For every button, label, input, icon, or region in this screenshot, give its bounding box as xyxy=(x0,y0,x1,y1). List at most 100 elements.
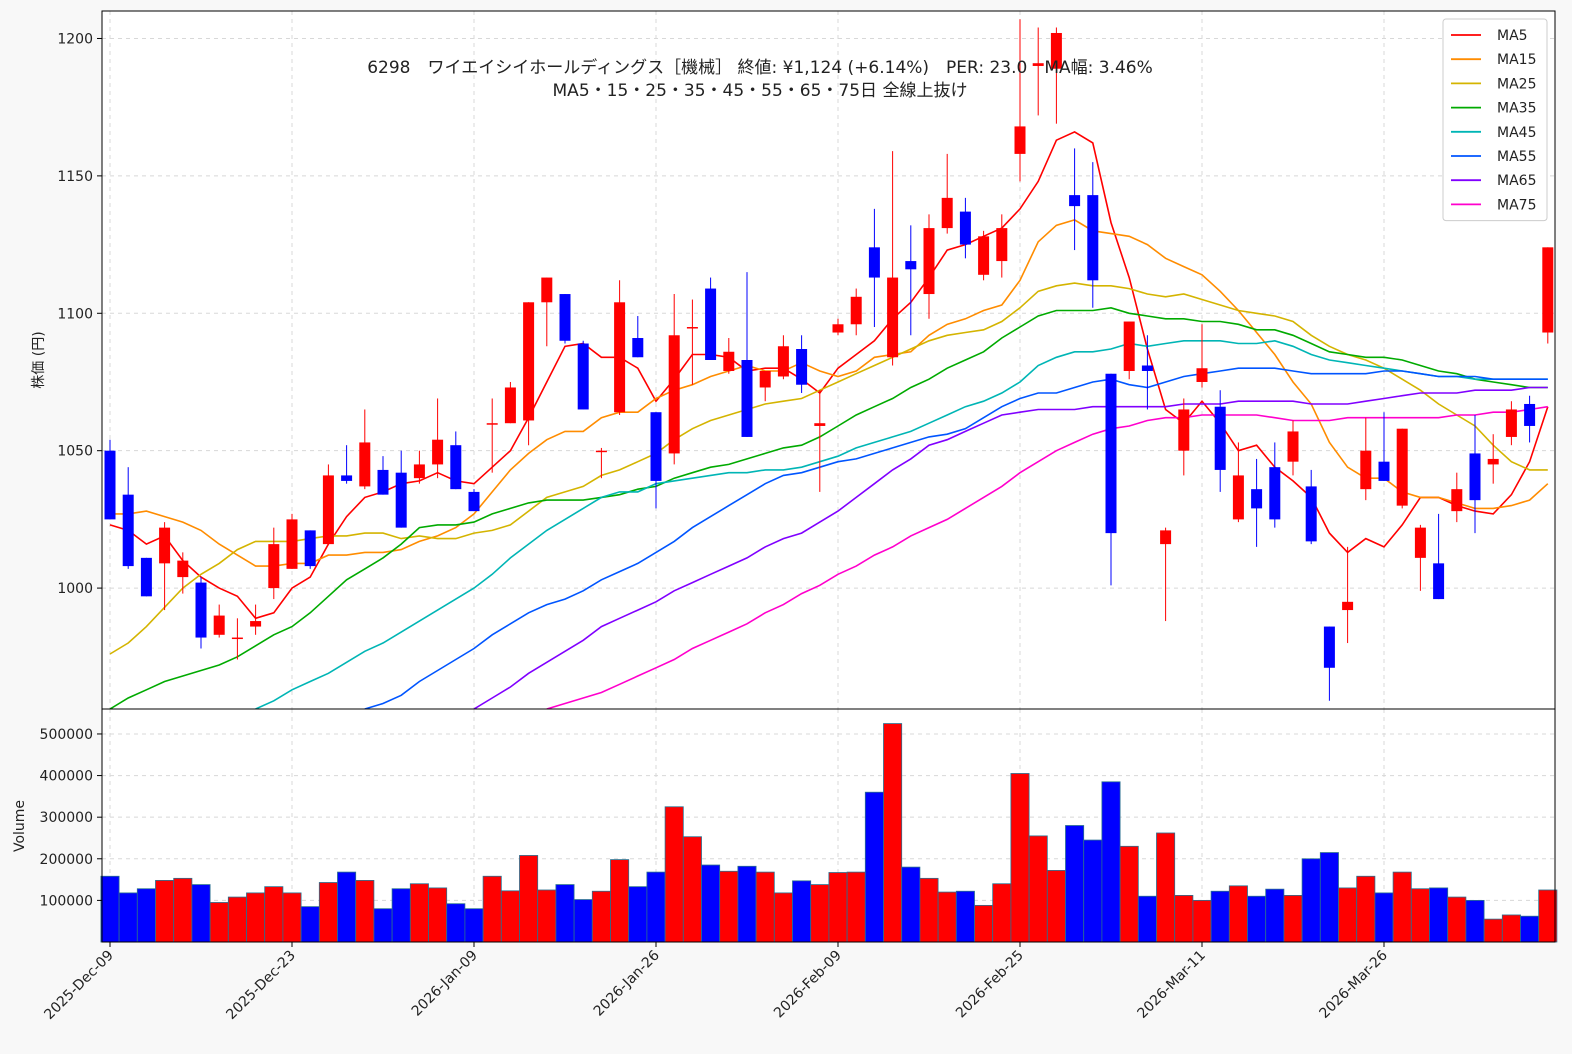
volume-bar xyxy=(828,872,848,943)
volume-bar xyxy=(773,892,793,943)
volume-bar xyxy=(919,877,939,943)
candle-body xyxy=(1433,563,1445,600)
volume-bar xyxy=(974,904,994,943)
volume-bar xyxy=(1228,885,1248,943)
volume-bar xyxy=(1520,915,1540,943)
volume-bar xyxy=(500,890,520,943)
candle-body xyxy=(177,560,189,578)
volume-bar xyxy=(1410,888,1430,943)
volume-bar xyxy=(136,888,156,943)
candle-body xyxy=(359,442,371,487)
candle-body xyxy=(504,387,516,424)
volume-bar xyxy=(173,877,193,943)
candle-body xyxy=(650,412,662,481)
volume-bar xyxy=(155,880,175,943)
candle-body xyxy=(1196,368,1208,382)
candle-body xyxy=(1505,409,1517,437)
candle-body xyxy=(486,423,498,425)
volume-bar xyxy=(901,866,921,943)
candle-body xyxy=(1451,489,1463,512)
volume-bar xyxy=(1101,781,1121,943)
volume-bar xyxy=(337,871,357,943)
volume-bar xyxy=(209,902,229,943)
price-y-tick-label: 1000 xyxy=(57,581,93,597)
candle-body xyxy=(341,475,353,481)
candle-body xyxy=(413,464,425,479)
volume-bar xyxy=(537,889,557,943)
volume-bar xyxy=(1083,839,1103,943)
candle-body xyxy=(705,288,717,360)
candle-body xyxy=(395,472,407,528)
volume-bar xyxy=(591,890,611,943)
volume-bar xyxy=(1010,773,1030,943)
candle-body xyxy=(759,370,771,388)
volume-bar xyxy=(191,884,211,943)
candle-body xyxy=(1360,450,1372,490)
volume-y-tick-label: 500000 xyxy=(40,727,93,743)
candle-body xyxy=(268,544,280,589)
candle-body xyxy=(1487,458,1499,465)
ma-line-ma15 xyxy=(110,219,1549,567)
candle-body xyxy=(1378,461,1390,481)
candle-body xyxy=(1342,601,1354,611)
candle-body xyxy=(723,351,735,371)
candle-body xyxy=(686,327,698,329)
candle-body xyxy=(832,324,844,333)
candle-body xyxy=(1323,626,1335,668)
volume-bar xyxy=(992,883,1012,943)
price-panel-background xyxy=(102,11,1555,709)
volume-bar xyxy=(682,836,702,943)
candle-body xyxy=(195,582,207,638)
candle-body xyxy=(1160,530,1172,545)
candle-body xyxy=(959,211,971,245)
volume-bar xyxy=(1210,890,1230,943)
legend-label: MA45 xyxy=(1497,125,1536,141)
volume-bar xyxy=(1538,889,1558,943)
price-y-tick-label: 1050 xyxy=(57,444,93,460)
volume-bar xyxy=(810,884,830,943)
volume-bar xyxy=(446,903,466,943)
candle-body xyxy=(213,615,225,635)
volume-bar xyxy=(409,883,429,943)
volume-bar xyxy=(1483,918,1503,943)
volume-bar xyxy=(1028,835,1048,943)
volume-bar xyxy=(1356,875,1376,943)
candle-body xyxy=(577,343,589,410)
candle-body xyxy=(468,491,480,512)
volume-bar xyxy=(482,875,502,943)
price-y-axis: 1000 1050 1100 1150 1200 xyxy=(57,31,102,597)
candle-body xyxy=(559,294,571,341)
candle-body xyxy=(1014,126,1026,154)
volume-bar xyxy=(318,882,338,943)
volume-bar xyxy=(373,908,393,943)
candle-body xyxy=(159,527,171,564)
candle-body xyxy=(377,469,389,495)
legend-label: MA55 xyxy=(1497,149,1536,165)
candle-body xyxy=(868,247,880,278)
volume-bar xyxy=(610,859,630,943)
candle-body xyxy=(432,439,444,465)
volume-bar xyxy=(1338,887,1358,943)
ma-line-ma65 xyxy=(473,386,1548,709)
candle-body xyxy=(286,519,298,569)
volume-bar xyxy=(428,887,448,943)
volume-bar xyxy=(1265,888,1285,943)
volume-bar xyxy=(300,906,320,943)
volume-bar xyxy=(1501,914,1521,943)
candle-body xyxy=(996,228,1008,262)
volume-bar xyxy=(628,886,648,943)
candle-body xyxy=(1069,195,1081,207)
volume-bar xyxy=(264,886,284,943)
volume-bar xyxy=(519,855,539,943)
volume-axis-label: Volume xyxy=(12,800,28,852)
volume-bar xyxy=(664,806,684,943)
volume-bar xyxy=(1174,895,1194,943)
candle-body xyxy=(140,557,152,597)
candle-body xyxy=(1178,409,1190,451)
legend-label: MA35 xyxy=(1497,101,1536,117)
volume-bar xyxy=(464,908,484,943)
legend-label: MA75 xyxy=(1497,197,1536,213)
candle-body xyxy=(1287,431,1299,462)
